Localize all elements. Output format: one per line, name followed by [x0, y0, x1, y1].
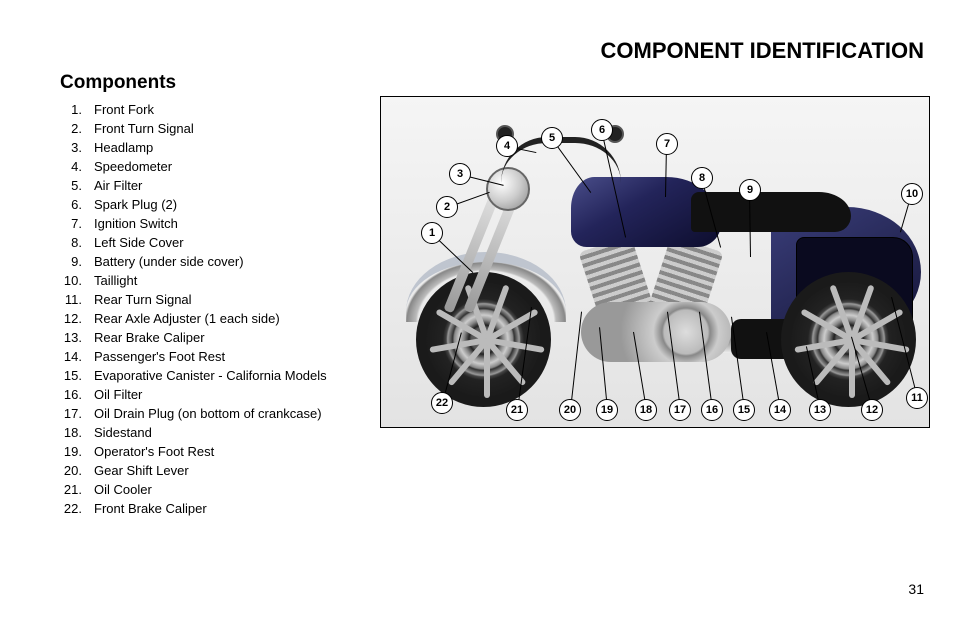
callout-bubble: 21: [506, 399, 528, 421]
callout-bubble: 10: [901, 183, 923, 205]
list-item-number: 12.: [60, 309, 86, 328]
list-item: 11.Rear Turn Signal: [60, 290, 380, 309]
list-item-label: Passenger's Foot Rest: [86, 347, 225, 366]
list-item: 6.Spark Plug (2): [60, 195, 380, 214]
callout-bubble: 19: [596, 399, 618, 421]
list-item: 17.Oil Drain Plug (on bottom of crankcas…: [60, 404, 380, 423]
list-item: 2.Front Turn Signal: [60, 119, 380, 138]
list-item-number: 10.: [60, 271, 86, 290]
list-item: 19.Operator's Foot Rest: [60, 442, 380, 461]
list-item-number: 16.: [60, 385, 86, 404]
callout-bubble: 4: [496, 135, 518, 157]
list-item: 13.Rear Brake Caliper: [60, 328, 380, 347]
list-item-label: Taillight: [86, 271, 137, 290]
list-item-number: 2.: [60, 119, 86, 138]
engine-shape: [571, 242, 731, 352]
list-item-label: Gear Shift Lever: [86, 461, 189, 480]
callout-bubble: 17: [669, 399, 691, 421]
list-item-label: Speedometer: [86, 157, 172, 176]
list-item-number: 18.: [60, 423, 86, 442]
list-item-number: 19.: [60, 442, 86, 461]
list-item-label: Headlamp: [86, 138, 153, 157]
list-item: 5.Air Filter: [60, 176, 380, 195]
list-item-label: Rear Brake Caliper: [86, 328, 205, 347]
page: COMPONENT IDENTIFICATION Components 1.Fr…: [0, 0, 954, 627]
callout-bubble: 8: [691, 167, 713, 189]
figure: 12345678910111213141516171819202122: [380, 96, 930, 428]
list-item-label: Front Fork: [86, 100, 154, 119]
callout-bubble: 15: [733, 399, 755, 421]
list-item: 4.Speedometer: [60, 157, 380, 176]
list-item-number: 20.: [60, 461, 86, 480]
list-item-number: 9.: [60, 252, 86, 271]
list-item-label: Rear Turn Signal: [86, 290, 192, 309]
callout-bubble: 2: [436, 196, 458, 218]
list-item-number: 7.: [60, 214, 86, 233]
list-item: 3.Headlamp: [60, 138, 380, 157]
list-item-label: Evaporative Canister - California Models: [86, 366, 327, 385]
list-item-number: 4.: [60, 157, 86, 176]
list-item: 14.Passenger's Foot Rest: [60, 347, 380, 366]
list-item-label: Oil Filter: [86, 385, 142, 404]
list-item-label: Rear Axle Adjuster (1 each side): [86, 309, 280, 328]
callout-bubble: 9: [739, 179, 761, 201]
list-item: 16.Oil Filter: [60, 385, 380, 404]
callout-bubble: 20: [559, 399, 581, 421]
list-item: 18.Sidestand: [60, 423, 380, 442]
callout-bubble: 16: [701, 399, 723, 421]
list-item: 9.Battery (under side cover): [60, 252, 380, 271]
list-item-label: Sidestand: [86, 423, 152, 442]
callout-bubble: 11: [906, 387, 928, 409]
list-item-number: 21.: [60, 480, 86, 499]
list-item: 10.Taillight: [60, 271, 380, 290]
callout-bubble: 6: [591, 119, 613, 141]
callout-bubble: 12: [861, 399, 883, 421]
list-item-number: 11.: [60, 290, 86, 309]
list-item-number: 22.: [60, 499, 86, 518]
callout-bubble: 22: [431, 392, 453, 414]
list-item: 12.Rear Axle Adjuster (1 each side): [60, 309, 380, 328]
list-item: 21.Oil Cooler: [60, 480, 380, 499]
list-item: 7.Ignition Switch: [60, 214, 380, 233]
list-item-label: Left Side Cover: [86, 233, 184, 252]
list-item-number: 3.: [60, 138, 86, 157]
callout-bubble: 5: [541, 127, 563, 149]
list-item-label: Front Turn Signal: [86, 119, 194, 138]
list-item-number: 17.: [60, 404, 86, 423]
page-number: 31: [908, 581, 924, 597]
list-item-label: Battery (under side cover): [86, 252, 244, 271]
list-item-number: 1.: [60, 100, 86, 119]
list-item-number: 5.: [60, 176, 86, 195]
rear-wheel-shape: [781, 272, 916, 407]
list-item-label: Spark Plug (2): [86, 195, 177, 214]
callout-bubble: 13: [809, 399, 831, 421]
component-list: 1.Front Fork2.Front Turn Signal3.Headlam…: [60, 100, 380, 518]
callout-bubble: 14: [769, 399, 791, 421]
list-item-label: Oil Cooler: [86, 480, 152, 499]
list-item-number: 13.: [60, 328, 86, 347]
list-item-label: Operator's Foot Rest: [86, 442, 214, 461]
list-item-label: Front Brake Caliper: [86, 499, 207, 518]
list-item: 20.Gear Shift Lever: [60, 461, 380, 480]
callout-bubble: 18: [635, 399, 657, 421]
list-item-label: Ignition Switch: [86, 214, 178, 233]
list-item: 22.Front Brake Caliper: [60, 499, 380, 518]
list-item-label: Oil Drain Plug (on bottom of crankcase): [86, 404, 322, 423]
callout-bubble: 7: [656, 133, 678, 155]
callout-bubble: 3: [449, 163, 471, 185]
list-item: 15.Evaporative Canister - California Mod…: [60, 366, 380, 385]
callout-bubble: 1: [421, 222, 443, 244]
crankcase-shape: [581, 302, 731, 362]
spoke-shape: [484, 340, 490, 398]
list-item-label: Air Filter: [86, 176, 142, 195]
section-heading: Components: [60, 72, 176, 94]
list-item-number: 6.: [60, 195, 86, 214]
list-item-number: 8.: [60, 233, 86, 252]
list-item: 1.Front Fork: [60, 100, 380, 119]
page-title: COMPONENT IDENTIFICATION: [601, 38, 924, 64]
list-item-number: 14.: [60, 347, 86, 366]
list-item-number: 15.: [60, 366, 86, 385]
list-item: 8.Left Side Cover: [60, 233, 380, 252]
